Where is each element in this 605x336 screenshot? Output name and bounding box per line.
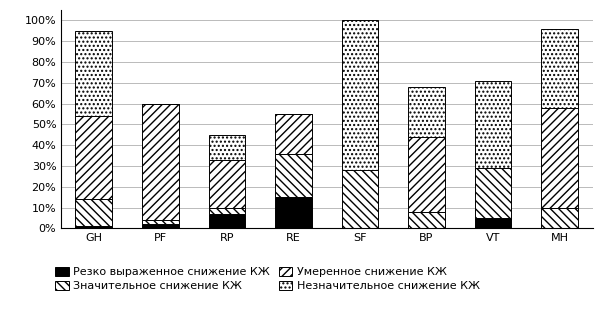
Bar: [209, 208, 245, 214]
Bar: [76, 199, 112, 226]
Bar: [408, 87, 445, 137]
Bar: [275, 114, 312, 154]
Bar: [76, 31, 112, 116]
Bar: [76, 116, 112, 199]
Bar: [475, 168, 511, 218]
Bar: [541, 108, 578, 208]
Bar: [275, 154, 312, 197]
Bar: [275, 197, 312, 228]
Bar: [475, 218, 511, 228]
Bar: [408, 212, 445, 228]
Bar: [342, 170, 378, 228]
Bar: [209, 214, 245, 228]
Bar: [142, 220, 178, 224]
Bar: [541, 208, 578, 228]
Bar: [342, 20, 378, 170]
Bar: [76, 226, 112, 228]
Bar: [142, 224, 178, 228]
Bar: [209, 135, 245, 160]
Legend: Резко выраженное снижение КЖ, Значительное снижение КЖ, Умеренное снижение КЖ, Н: Резко выраженное снижение КЖ, Значительн…: [56, 267, 480, 291]
Bar: [142, 104, 178, 220]
Bar: [475, 81, 511, 168]
Bar: [209, 160, 245, 208]
Bar: [408, 137, 445, 212]
Bar: [541, 29, 578, 108]
